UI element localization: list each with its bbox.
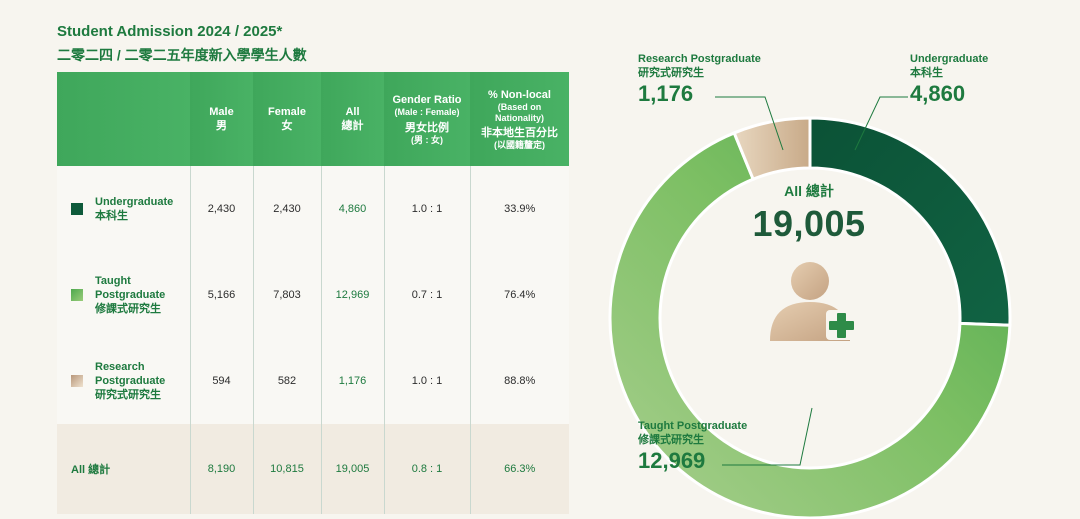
taught-swatch xyxy=(71,289,83,301)
cell-male: 5,166 xyxy=(189,252,253,338)
row-category: Research Postgraduate 研究式研究生 xyxy=(57,338,190,424)
header-all: All 總計 xyxy=(321,72,384,166)
research-callout-label: Research Postgraduate xyxy=(638,53,761,65)
cell-nonlocal: 76.4% xyxy=(469,252,569,338)
undergraduate-callout: Undergraduate 本科生 4,860 xyxy=(910,52,988,107)
undergraduate-leader xyxy=(854,96,908,151)
header-nonlocal-en: % Non-local xyxy=(488,88,551,101)
row-label-en1: Research xyxy=(95,361,145,373)
research-slice xyxy=(732,116,812,182)
cell-male: 2,430 xyxy=(189,166,253,252)
donut-center-label: All 總計 xyxy=(784,183,834,199)
header-all-zh: 總計 xyxy=(341,120,364,132)
taught-slice xyxy=(608,130,1012,519)
taught-callout: Taught Postgraduate 修課式研究生 12,969 xyxy=(638,419,747,474)
header-male-zh: 男 xyxy=(216,120,227,132)
page-title: Student Admission 2024 / 2025* xyxy=(57,23,283,40)
page-title-zh: 二零二四 / 二零二五年度新入學學生人數 xyxy=(57,47,307,63)
header-ratio-sub: (Male : Female) xyxy=(394,106,460,117)
table-header-row: Male 男 Female 女 All 總計 Gender Ratio (Mal… xyxy=(57,72,569,166)
undergraduate-callout-value: 4,860 xyxy=(910,81,966,106)
header-ratio-en: Gender Ratio xyxy=(392,93,462,106)
research-leader xyxy=(715,96,784,151)
row-label-en: Undergraduate xyxy=(95,196,174,208)
header-female: Female 女 xyxy=(253,72,321,166)
header-category xyxy=(57,72,190,166)
title-block: Student Admission 2024 / 2025* 二零二四 / 二零… xyxy=(57,22,307,65)
cell-female: 582 xyxy=(252,338,321,424)
cell-ratio: 1.0 : 1 xyxy=(383,338,470,424)
table-row: Undergraduate 本科生 2,430 2,430 4,860 1.0 … xyxy=(57,166,569,252)
header-nonlocal-zh: 非本地生百分比 xyxy=(481,126,558,139)
undergraduate-swatch xyxy=(71,203,83,215)
total-all: 19,005 xyxy=(320,424,384,514)
research-callout: Research Postgraduate 研究式研究生 1,176 xyxy=(638,52,761,107)
taught-callout-label: Taught Postgraduate xyxy=(638,420,748,432)
research-callout-value: 1,176 xyxy=(638,81,694,106)
total-nonlocal: 66.3% xyxy=(469,424,569,514)
cell-female: 7,803 xyxy=(252,252,321,338)
undergraduate-callout-label-zh: 本科生 xyxy=(910,67,943,79)
cell-male: 594 xyxy=(189,338,253,424)
total-ratio: 0.8 : 1 xyxy=(383,424,470,514)
cell-all: 12,969 xyxy=(320,252,384,338)
header-nonlocal-zh-sub: (以國籍釐定) xyxy=(494,139,545,150)
total-female: 10,815 xyxy=(252,424,321,514)
row-label-zh: 修課式研究生 xyxy=(95,303,161,315)
research-swatch xyxy=(71,375,83,387)
header-ratio: Gender Ratio (Male : Female) 男女比例 (男 : 女… xyxy=(384,72,470,166)
cell-ratio: 1.0 : 1 xyxy=(383,166,470,252)
header-nonlocal-sub1: (Based on xyxy=(497,101,542,112)
donut-center-value: 19,005 xyxy=(752,203,866,244)
header-nonlocal-sub2: Nationality) xyxy=(494,112,544,123)
row-label-zh: 本科生 xyxy=(95,210,128,222)
row-category: Taught Postgraduate 修課式研究生 xyxy=(57,252,190,338)
cell-ratio: 0.7 : 1 xyxy=(383,252,470,338)
row-label-en2: Postgraduate xyxy=(95,289,166,301)
table-row: Research Postgraduate 研究式研究生 594 582 1,1… xyxy=(57,338,569,424)
row-label-en2: Postgraduate xyxy=(95,375,166,387)
header-male: Male 男 xyxy=(190,72,253,166)
total-category: All 總計 xyxy=(57,424,190,514)
cell-female: 2,430 xyxy=(252,166,321,252)
total-label: All 總計 xyxy=(71,464,111,476)
research-callout-label-zh: 研究式研究生 xyxy=(638,67,704,79)
undergraduate-callout-label: Undergraduate xyxy=(910,53,989,65)
row-label-en1: Taught xyxy=(95,275,131,287)
cell-nonlocal: 33.9% xyxy=(469,166,569,252)
cell-nonlocal: 88.8% xyxy=(469,338,569,424)
total-row: All 總計 8,190 10,815 19,005 0.8 : 1 66.3% xyxy=(57,424,569,514)
taught-callout-label-zh: 修課式研究生 xyxy=(638,434,704,446)
header-ratio-zh: 男女比例 xyxy=(405,121,449,134)
header-female-en: Female xyxy=(268,106,306,118)
header-all-en: All xyxy=(345,106,360,118)
donut-slices xyxy=(608,116,1012,519)
header-nonlocal: % Non-local (Based on Nationality) 非本地生百… xyxy=(470,72,569,166)
header-ratio-zh-sub: (男 : 女) xyxy=(411,134,443,145)
row-category: Undergraduate 本科生 xyxy=(57,166,190,252)
table-row: Taught Postgraduate 修課式研究生 5,166 7,803 1… xyxy=(57,252,569,338)
admission-table: Male 男 Female 女 All 總計 Gender Ratio (Mal… xyxy=(57,72,569,514)
taught-leader xyxy=(722,407,813,466)
header-female-zh: 女 xyxy=(281,120,293,132)
person-plus-icon xyxy=(770,262,856,341)
row-label-zh: 研究式研究生 xyxy=(95,389,161,401)
total-male: 8,190 xyxy=(189,424,253,514)
cell-all: 4,860 xyxy=(320,166,384,252)
cell-all: 1,176 xyxy=(320,338,384,424)
header-male-en: Male xyxy=(209,106,234,118)
taught-callout-value: 12,969 xyxy=(638,448,706,473)
